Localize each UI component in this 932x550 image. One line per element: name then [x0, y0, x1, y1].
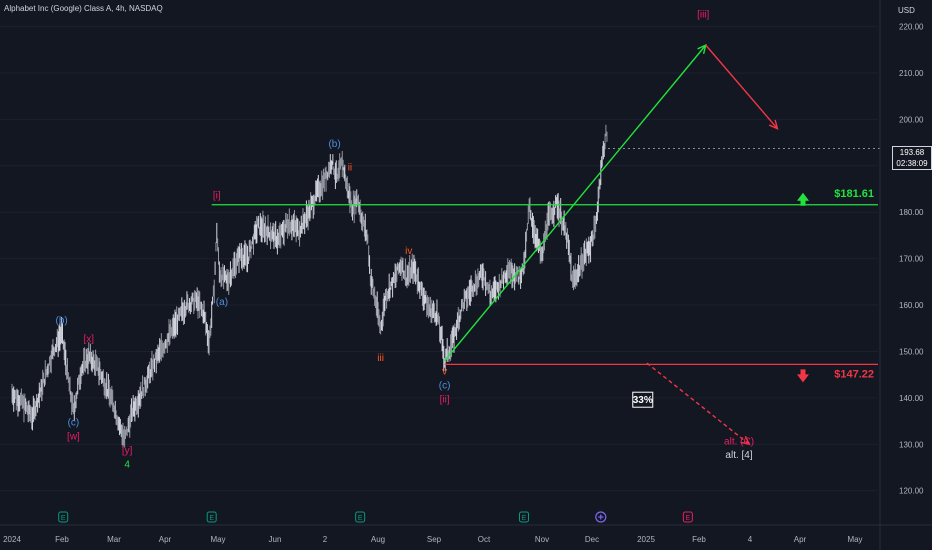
y-tick-label: 200.00	[899, 115, 924, 124]
x-tick-label: 2025	[637, 535, 655, 544]
x-tick-label: Feb	[692, 535, 706, 544]
resistance-label: $181.61	[834, 188, 874, 200]
projection-arrowhead	[740, 435, 751, 446]
earnings-marker-label: E	[358, 515, 363, 522]
wave-label: [iii]	[697, 9, 709, 20]
earnings-marker-label: E	[209, 515, 214, 522]
x-tick-label: Dec	[585, 535, 599, 544]
earnings-marker-icon[interactable]	[206, 511, 217, 523]
dividend-marker-icon[interactable]	[595, 511, 607, 523]
x-tick-label: Aug	[371, 535, 385, 544]
last-price: 193.68	[899, 148, 925, 157]
price-series	[11, 124, 608, 448]
last-price-badge: 193.68 02:38:09	[892, 146, 932, 170]
y-tick-label: 130.00	[899, 440, 924, 449]
projection-green	[444, 44, 707, 362]
wave-label: (b)	[328, 139, 340, 150]
wave-label: [x]	[84, 334, 95, 345]
wave-label: iii	[377, 353, 384, 364]
x-tick-label: May	[210, 535, 225, 544]
wave-label: [ii]	[440, 395, 450, 406]
x-tick-label: Oct	[478, 535, 491, 544]
x-tick-label: Apr	[794, 535, 807, 544]
earnings-marker-icon[interactable]	[682, 511, 693, 523]
currency-label: USD	[898, 6, 915, 15]
wave-label: alt. (C)	[724, 436, 754, 447]
earnings-marker-icon[interactable]	[58, 511, 69, 523]
wave-label: [i]	[213, 190, 221, 201]
price-levels: $181.61 $147.22	[211, 148, 880, 383]
wave-label: iv	[405, 246, 412, 257]
earnings-marker-label: E	[522, 515, 527, 522]
earnings-marker-label: E	[61, 515, 66, 522]
x-tick-label: 4	[748, 535, 753, 544]
wave-label: 4	[124, 460, 130, 471]
x-tick-label: Feb	[55, 535, 69, 544]
projection-lines: 33%	[444, 43, 779, 446]
probability-box	[632, 391, 654, 408]
x-tick-label: Mar	[107, 535, 121, 544]
support-label: $147.22	[834, 368, 874, 380]
y-tick-label: 160.00	[899, 301, 924, 310]
x-tick-label: 2	[323, 535, 328, 544]
y-tick-label: 150.00	[899, 347, 924, 356]
y-tick-label: 120.00	[899, 487, 924, 496]
earnings-marker-label: E	[686, 515, 691, 522]
wave-label: (b)	[56, 316, 68, 327]
time-axis[interactable]: 2024 Feb Mar Apr May Jun 2 Aug Sep Oct Nov Dec 2025 F…	[0, 524, 932, 544]
y-tick-label: 140.00	[899, 394, 924, 403]
earnings-marker-icon[interactable]	[519, 511, 529, 523]
projection-red-dashed	[646, 362, 750, 445]
wave-label: (c)	[439, 381, 451, 392]
y-tick-label: 210.00	[899, 69, 924, 78]
wave-label: ii	[348, 162, 352, 173]
wave-label: v	[442, 367, 447, 378]
y-tick-label: 220.00	[899, 23, 924, 32]
x-tick-label: Sep	[427, 535, 442, 544]
x-tick-label: Nov	[535, 535, 549, 544]
wave-label: [w]	[67, 432, 80, 443]
x-tick-label: 2024	[3, 535, 21, 544]
price-axis[interactable]: 220.00210.00200.00190.00180.00170.00160.…	[879, 0, 924, 550]
x-tick-label: May	[847, 535, 862, 544]
plus-icon	[598, 514, 604, 520]
projection-red	[705, 44, 778, 130]
y-tick-label: 170.00	[899, 255, 924, 264]
wave-label: (c)	[68, 418, 80, 429]
wave-label: alt. [4]	[725, 450, 752, 461]
x-tick-label: Apr	[159, 535, 172, 544]
grid	[0, 26, 878, 492]
earnings-marker-icon[interactable]	[355, 511, 366, 523]
arrow-down-icon	[797, 369, 809, 383]
wave-label: [y]	[122, 446, 133, 457]
projection-arrowhead	[768, 119, 779, 130]
x-tick-label: Jun	[269, 535, 282, 544]
wave-label: (a)	[216, 297, 228, 308]
bar-countdown: 02:38:09	[896, 159, 928, 168]
wave-labels: (b)[x](c)[w][y]4[i](a)(b)iiiiiivv(c)[ii]…	[56, 9, 754, 470]
y-tick-label: 180.00	[899, 208, 924, 217]
symbol-title: Alphabet Inc (Google) Class A, 4h, NASDA…	[4, 4, 163, 13]
probability-label: 33%	[633, 395, 653, 406]
arrow-up-icon	[797, 192, 809, 206]
